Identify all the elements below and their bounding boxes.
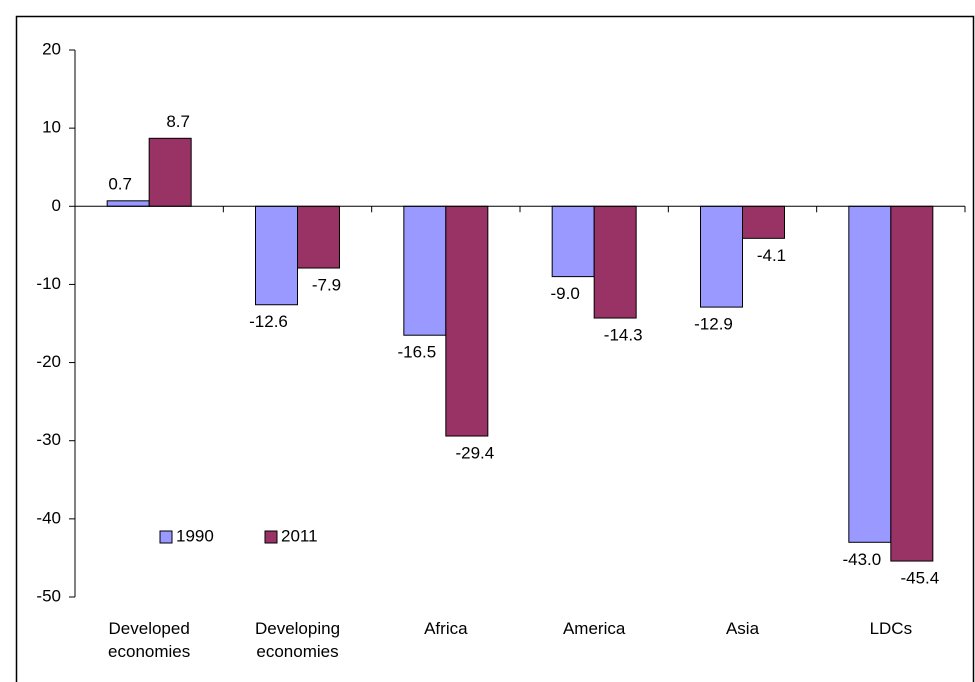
x-tick-label: America [562,619,626,638]
legend-swatch [159,530,173,544]
value-label: -12.6 [249,312,288,331]
value-label: -16.5 [397,343,436,362]
x-tick-label: Asia [725,619,760,638]
bar [255,205,298,306]
value-label: -7.9 [312,276,341,295]
bar [593,205,637,319]
y-tick-label: -40 [36,508,61,527]
value-label: 0.7 [108,174,132,193]
bar [106,200,150,207]
value-label: -12.9 [694,315,733,334]
value-label: 8.7 [166,112,190,131]
value-label: -14.3 [604,326,643,345]
x-tick-label: Developing economies [254,619,341,661]
chart-frame [15,15,975,682]
bar [403,205,447,336]
bar [848,205,892,543]
x-tick-label: Developed economies [108,619,191,661]
bar [445,205,489,437]
bar [742,205,785,239]
bar [700,205,743,308]
value-label: -29.4 [455,444,494,463]
value-label: -9.0 [551,284,580,303]
value-label: -43.0 [842,550,881,569]
legend-label: 1990 [176,526,214,545]
x-tick-label: Africa [424,619,468,638]
y-tick-label: -10 [36,274,61,293]
legend-label: 2011 [281,526,318,545]
legend-swatch [264,530,278,544]
y-tick-label: 10 [42,118,61,137]
bar [148,137,192,207]
y-tick-label: 0 [52,196,61,215]
value-label: -45.4 [900,569,939,588]
y-tick-label: -50 [36,586,61,605]
value-label: -4.1 [757,246,786,265]
y-tick-label: -30 [36,430,61,449]
bar [890,205,934,562]
bar [297,205,340,269]
x-tick-label: LDCs [869,619,913,638]
bar [551,205,595,278]
y-tick-label: 20 [42,39,61,58]
y-tick-label: -20 [36,352,61,371]
